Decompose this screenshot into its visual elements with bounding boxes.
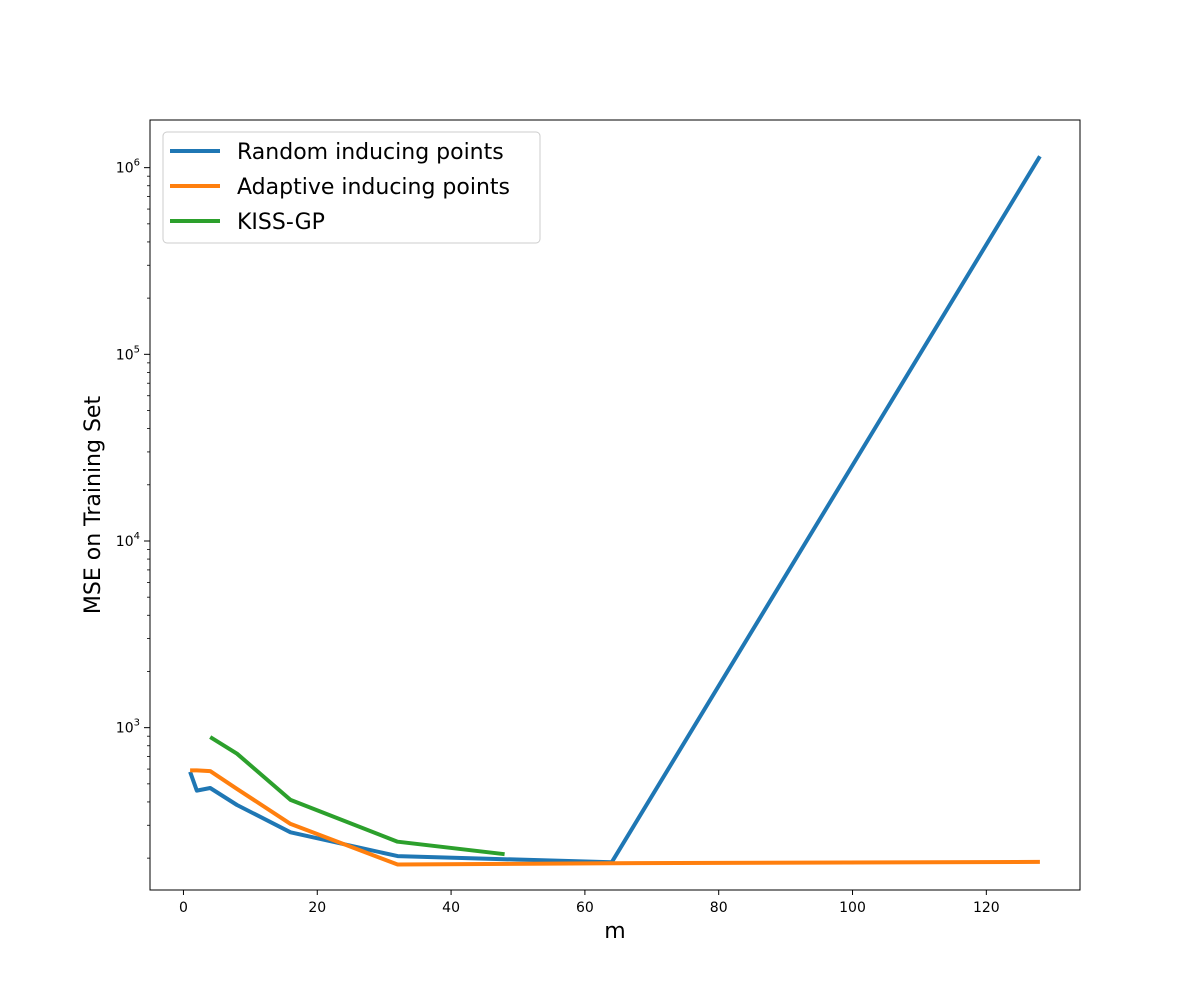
- y-tick-label: 105: [116, 344, 140, 363]
- series-layer: [188, 155, 1042, 867]
- plot-area: [150, 120, 1080, 890]
- x-axis-title: m: [604, 919, 625, 944]
- y-axis: 103 104 105 106: [116, 158, 150, 859]
- x-tick-label: 120: [973, 900, 1000, 916]
- plot-frame: [149, 119, 1081, 891]
- legend-label-2: KISS-GP: [237, 210, 325, 235]
- y-tick-label: 104: [116, 531, 140, 550]
- legend-label-0: Random inducing points: [237, 140, 504, 165]
- x-axis: 0 20 40 60 80 100 120: [179, 890, 1000, 916]
- y-tick-label: 103: [116, 718, 140, 737]
- legend-box: [162, 131, 541, 244]
- x-tick-label: 80: [710, 900, 728, 916]
- series-line-0: [188, 155, 1042, 865]
- y-tick-label: 106: [116, 158, 140, 177]
- series-line-1: [190, 768, 1040, 867]
- x-tick-label: 100: [839, 900, 866, 916]
- x-tick-label: 20: [308, 900, 326, 916]
- legend-label-1: Adaptive inducing points: [237, 175, 510, 200]
- series-line-2: [209, 735, 505, 857]
- legend: Random inducing points Adaptive inducing …: [162, 131, 541, 244]
- x-tick-label: 40: [442, 900, 460, 916]
- x-tick-label: 0: [179, 900, 188, 916]
- x-tick-label: 60: [576, 900, 594, 916]
- y-axis-title: MSE on Training Set: [81, 396, 106, 615]
